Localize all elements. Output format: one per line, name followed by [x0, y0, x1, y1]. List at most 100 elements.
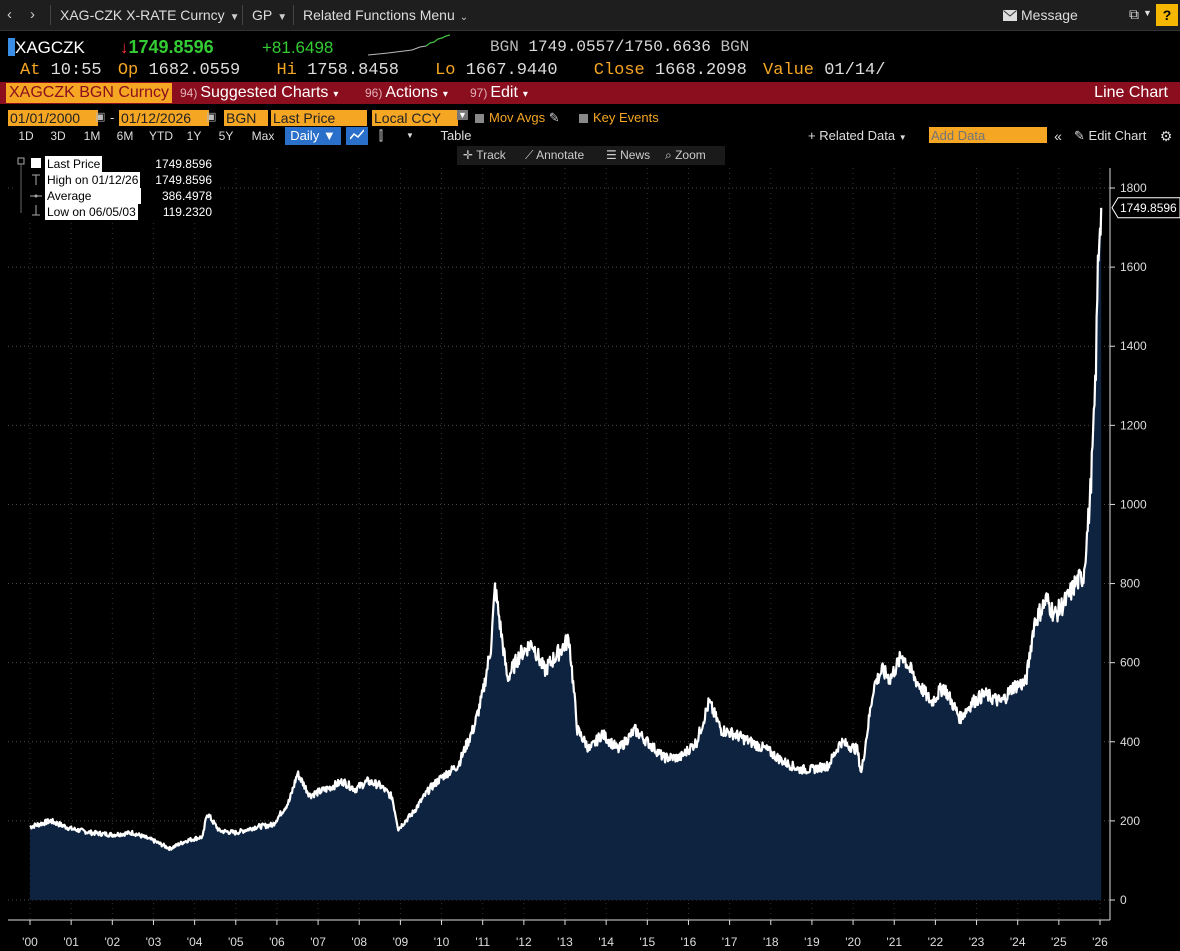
news-tool[interactable]: ☰ News	[606, 146, 650, 165]
period-button-1y[interactable]: 1Y	[186, 129, 202, 143]
checkbox-icon	[475, 114, 484, 124]
period-button-1m[interactable]: 1M	[83, 129, 101, 143]
gear-icon[interactable]: ⚙	[1159, 128, 1173, 144]
edit-chart-label: Edit Chart	[1088, 128, 1147, 143]
y-axis: 0 200 400 600 800 1000 1200 1400 1600 1800 1749.85…	[1109, 168, 1180, 920]
actions-menu[interactable]: 96) Actions ▾	[365, 82, 448, 104]
currency-selector[interactable]: Local CCY	[372, 110, 458, 126]
quote-line-2: At 10:55 Op 1682.0559 Hi 1758.8458 Lo 16…	[20, 61, 885, 80]
gp-menu[interactable]: GP ▼	[252, 5, 287, 25]
period-button-6m[interactable]: 6M	[116, 129, 134, 143]
x-tick-label: '20	[845, 935, 861, 949]
period-button-5y[interactable]: 5Y	[218, 129, 234, 143]
divider	[50, 5, 51, 25]
mov-avgs-label: Mov Avgs	[489, 110, 546, 125]
bid-source: BGN	[490, 38, 519, 56]
related-data-button[interactable]: + Related Data ▼	[808, 127, 918, 145]
source-field[interactable]: BGN	[224, 110, 268, 126]
related-menu-label: Related Functions Menu	[303, 7, 455, 23]
zoom-label: Zoom	[675, 148, 706, 162]
field-selector[interactable]: Last Price	[271, 110, 367, 126]
collapse-icon[interactable]: «	[1054, 128, 1062, 144]
x-tick-label: '00	[22, 935, 38, 949]
period-button-1d[interactable]: 1D	[18, 129, 34, 143]
legend-average[interactable]: Average 386.4978	[14, 188, 218, 204]
window-caret-icon[interactable]: ▼	[1143, 8, 1152, 18]
y-tick-label: 1200	[1120, 418, 1147, 432]
legend-low[interactable]: Low on 06/05/03 119.2320	[14, 204, 218, 220]
legend-value: 119.2320	[162, 205, 212, 219]
calendar-icon[interactable]: ▣	[95, 111, 106, 123]
x-tick-label: '09	[393, 935, 409, 949]
help-button[interactable]: ?	[1156, 4, 1178, 26]
legend-value: 1749.8596	[155, 173, 212, 187]
legend-label: Average	[45, 188, 142, 204]
start-date-field[interactable]: 01/01/2000	[8, 110, 98, 126]
x-tick-label: '04	[187, 935, 203, 949]
suggested-label: Suggested Charts	[200, 84, 329, 101]
low-label: Lo	[435, 61, 456, 80]
back-arrow-icon[interactable]: ‹	[7, 6, 12, 23]
window-icon[interactable]: ⧉	[1129, 6, 1139, 22]
chart-style-caret-icon[interactable]: ▼	[406, 131, 414, 140]
annotate-tool[interactable]: ⟋ Annotate	[525, 146, 584, 165]
zoom-tool[interactable]: ⌕ Zoom	[665, 146, 706, 165]
mov-avgs-toggle[interactable]: Mov Avgs ✎	[475, 110, 560, 126]
plot-area	[29, 207, 1103, 901]
edit-menu[interactable]: 97) Edit ▾	[470, 82, 528, 104]
forward-arrow-icon[interactable]: ›	[30, 6, 35, 23]
legend-high[interactable]: High on 01/12/26 1749.8596	[14, 172, 218, 188]
period-button-ytd[interactable]: YTD	[149, 129, 173, 143]
related-data-label: + Related Data	[808, 128, 896, 143]
last-value-tag	[1111, 197, 1180, 219]
x-tick-label: '02	[104, 935, 120, 949]
suggested-num: 94)	[180, 86, 198, 100]
sparkline	[368, 34, 450, 56]
crosshair-icon: ✛	[463, 148, 474, 162]
y-tick-label: 0	[1120, 893, 1127, 907]
caret-down-icon[interactable]: ▼	[457, 110, 468, 120]
table-button[interactable]: Table	[440, 128, 472, 143]
news-icon: ☰	[606, 148, 617, 162]
bar-chart-icon[interactable]: ⫿	[378, 128, 384, 143]
value-date: 01/14/	[824, 61, 886, 80]
period-button-max[interactable]: Max	[251, 129, 275, 143]
bid-ask-value: 1749.0557/1750.6636	[528, 38, 711, 56]
at-label: At	[20, 61, 41, 80]
x-tick-label: '25	[1051, 935, 1067, 949]
x-tick-label: '17	[722, 935, 738, 949]
y-tick-label: 600	[1120, 656, 1140, 670]
period-button-3d[interactable]: 3D	[50, 129, 66, 143]
related-functions-menu[interactable]: Related Functions Menu ⌄	[303, 5, 468, 25]
checkbox-icon	[579, 114, 588, 124]
message-button[interactable]: Message	[1003, 5, 1078, 25]
edit-chart-button[interactable]: ✎ Edit Chart	[1074, 127, 1164, 145]
security-menu[interactable]: XAG-CZK X-RATE Curncy ▼	[60, 5, 240, 25]
security-field[interactable]: XAGCZK BGN Curncy	[6, 83, 173, 103]
top-nav-bar: ‹ › XAG-CZK X-RATE Curncy ▼ GP ▼ Related F…	[0, 0, 1180, 31]
legend-label: Low on 06/05/03	[45, 204, 138, 220]
x-tick-label: '22	[928, 935, 944, 949]
line-chart-icon[interactable]	[346, 127, 368, 145]
suggested-charts-menu[interactable]: 94) Suggested Charts ▾	[180, 82, 338, 104]
end-date-field[interactable]: 01/12/2026	[119, 110, 209, 126]
legend-last-price[interactable]: Last Price 1749.8596	[14, 156, 218, 172]
y-tick-label: 400	[1120, 735, 1140, 749]
down-arrow-icon: ↓	[120, 38, 129, 57]
calendar-icon[interactable]: ▣	[206, 111, 217, 123]
key-events-toggle[interactable]: Key Events	[579, 110, 659, 125]
x-tick-label: '08	[351, 935, 367, 949]
chart-toolbar: ✛ Track ⟋ Annotate ☰ News ⌕ Zoom	[457, 146, 725, 165]
last-price-value: 1749.8596	[128, 37, 214, 57]
legend-label: High on 01/12/26	[45, 172, 141, 188]
frequency-dropdown[interactable]: Daily ▼	[285, 127, 341, 145]
y-tick-label: 1800	[1120, 181, 1147, 195]
quote-line-1: XAGCZK	[8, 38, 85, 59]
security-menu-label: XAG-CZK X-RATE Curncy	[60, 7, 225, 23]
add-data-input[interactable]	[929, 127, 1047, 143]
actions-num: 96)	[365, 86, 383, 100]
high-label: Hi	[276, 61, 297, 80]
track-tool[interactable]: ✛ Track	[463, 146, 506, 165]
caret-down-icon: ▼	[229, 12, 240, 23]
